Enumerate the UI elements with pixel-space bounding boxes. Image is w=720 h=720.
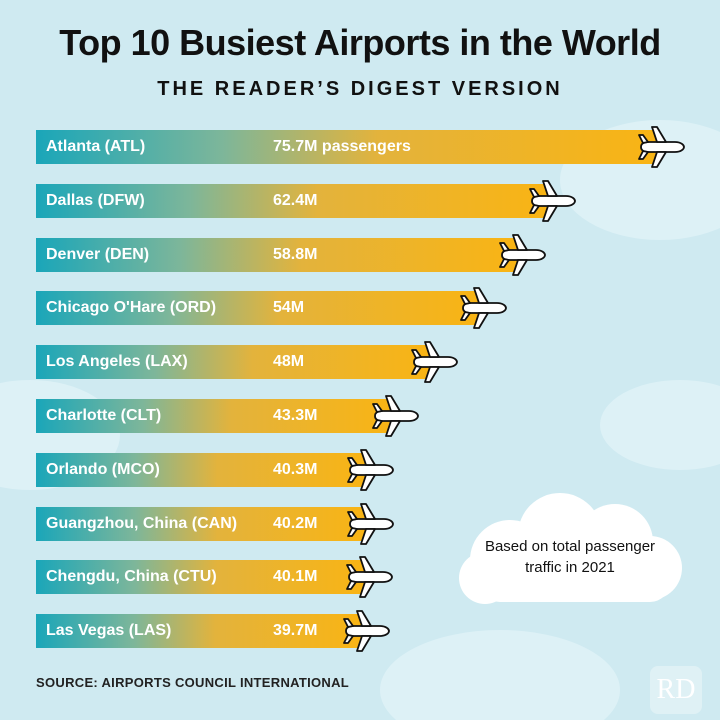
background-cloud: [600, 380, 720, 470]
bar-label: Guangzhou, China (CAN): [46, 514, 238, 532]
bar-label: Charlotte (CLT): [46, 407, 162, 424]
bar: Denver (DEN) 58.8M: [36, 237, 519, 272]
bar-value-label: 39.7M: [273, 622, 318, 640]
bar-value-label: 75.7M passengers: [273, 138, 411, 155]
note-text: Based on total passenger traffic in 2021: [484, 538, 656, 576]
bar: Chengdu, China (CTU) 40.1M: [36, 560, 365, 595]
chart-subtitle: THE READER’S DIGEST VERSION: [157, 78, 563, 100]
bar: Los Angeles (LAX) 48M: [36, 345, 430, 380]
airplane-icon: [408, 337, 458, 387]
bar-label: Orlando (MCO): [46, 460, 160, 478]
chart-title: Top 10 Busiest Airports in the World: [59, 22, 661, 63]
bar-label: Los Angeles (LAX): [46, 353, 188, 371]
bar-value-label: 54M: [273, 299, 305, 317]
bar: Guangzhou, China (CAN) 40.2M: [36, 506, 366, 541]
airplane-icon: [635, 122, 685, 172]
bar-label: Dallas (DFW): [46, 191, 145, 209]
bar: Chicago O'Hare (ORD) 54M: [36, 291, 479, 326]
airplane-icon: [369, 391, 419, 441]
bar-value-label: 43.3M: [273, 407, 318, 424]
bar-value-label: 58.8M: [273, 245, 318, 263]
airplane-icon: [343, 552, 393, 602]
source-text: SOURCE: AIRPORTS COUNCIL INTERNATIONAL: [36, 675, 350, 690]
airplane-icon: [344, 445, 395, 495]
bar-value-label: 40.3M: [273, 460, 318, 478]
airplane-icon: [457, 283, 507, 333]
bar: Atlanta (ATL) 75.7M passengers: [36, 130, 657, 164]
bar-label: Atlanta (ATL): [46, 138, 146, 155]
bar-label: Chicago O'Hare (ORD): [46, 299, 217, 317]
bar: Charlotte (CLT) 43.3M: [36, 399, 392, 433]
bar-value-label: 40.2M: [273, 514, 318, 532]
bar-value-label: 40.1M: [273, 568, 318, 586]
note-cloud: [459, 493, 682, 604]
airplane-icon: [496, 230, 547, 280]
bar-label: Denver (DEN): [46, 245, 150, 263]
airplane-icon: [340, 606, 390, 656]
bar-label: Las Vegas (LAS): [46, 622, 172, 640]
rd-logo: RD: [650, 666, 702, 714]
bar: Orlando (MCO) 40.3M: [36, 452, 367, 487]
bar: Las Vegas (LAS) 39.7M: [36, 614, 362, 649]
background-cloud: [380, 630, 620, 720]
bar-label: Chengdu, China (CTU): [46, 568, 217, 586]
bar-value-label: 62.4M: [273, 191, 318, 209]
airplane-icon: [344, 499, 394, 549]
bar: Dallas (DFW) 62.4M: [36, 183, 548, 218]
airplane-icon: [526, 176, 576, 226]
bar-value-label: 48M: [273, 353, 305, 371]
